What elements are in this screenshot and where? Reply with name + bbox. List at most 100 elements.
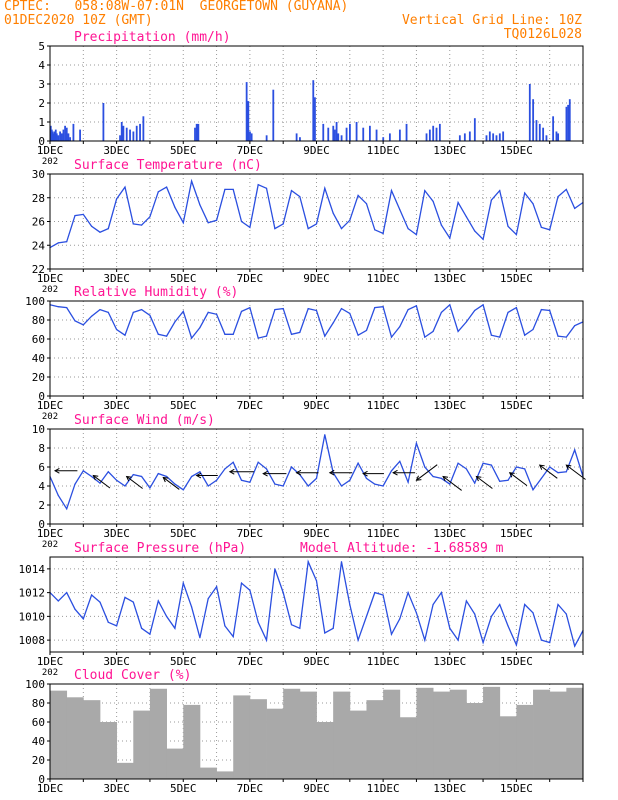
temp-point: [507, 225, 509, 227]
rh-xtick-label: 7DEC: [237, 399, 264, 412]
wind-point: [224, 468, 226, 470]
temp-ytick-label: 30: [32, 168, 45, 181]
temp-xtick-label: 11DEC: [367, 272, 400, 285]
wind-arrow: [566, 464, 586, 480]
pres-point: [490, 615, 492, 617]
cloud-xtick-label: 5DEC: [170, 782, 197, 795]
temp-point: [557, 195, 559, 198]
temp-point: [490, 199, 492, 201]
precip-bar: [247, 101, 250, 141]
rh-point: [332, 322, 334, 324]
pres-point: [382, 594, 384, 596]
pres-point: [524, 603, 526, 606]
wind-point: [440, 477, 443, 479]
cloud-xtick-label: 1DEC: [37, 782, 64, 795]
pres-point: [349, 603, 351, 606]
temp-point: [574, 207, 576, 210]
wind-point: [532, 489, 534, 491]
wind-point: [474, 482, 476, 484]
rh-point: [357, 334, 359, 336]
wind-point: [507, 479, 509, 481]
rh-ytick-label: 100: [25, 295, 45, 308]
pres-point: [407, 592, 409, 594]
precip-bar: [50, 129, 53, 141]
temp-point: [332, 212, 334, 214]
temp-xtick-label: 7DEC: [237, 272, 264, 285]
pres-point: [432, 603, 434, 606]
temp-point: [91, 225, 93, 227]
wind-point: [91, 475, 93, 478]
wind-point: [490, 464, 492, 466]
temp-point: [182, 222, 184, 224]
cloud-bar: [366, 700, 384, 779]
precip-bar: [59, 131, 61, 141]
precip-bar: [52, 133, 55, 141]
rh-point: [240, 310, 243, 313]
precip-bar: [388, 133, 391, 141]
cloud-bar: [499, 716, 517, 779]
temp-point: [274, 228, 276, 230]
cloud-bar: [416, 687, 434, 779]
pres-point: [507, 625, 509, 627]
wind-xtick-label: 5DEC: [170, 527, 197, 540]
wind-arrow-head: [125, 475, 132, 482]
pres-xtick-label: 15DEC: [500, 655, 533, 668]
temp-ytick-label: 28: [32, 192, 45, 205]
wind-xtick-label: 13DEC: [433, 527, 466, 540]
wind-arrow-head: [538, 464, 545, 470]
wind-arrow: [539, 464, 558, 479]
precip-bar: [432, 125, 435, 141]
precip-bar: [102, 103, 105, 141]
cloud-bar: [183, 704, 201, 779]
precip-bar: [545, 135, 548, 141]
pres-ytick-label: 1010: [19, 610, 46, 623]
rh-point: [574, 325, 576, 327]
pres-point: [141, 627, 143, 629]
precip-bar: [335, 122, 338, 141]
wind-point: [515, 466, 517, 468]
precip-bar: [72, 123, 75, 141]
wind-xtick-label: 7DEC: [237, 527, 264, 540]
precip-xtick-label: 15DEC: [500, 144, 533, 157]
temp-point: [549, 229, 551, 231]
rh-ytick-label: 0: [38, 390, 45, 403]
wind-ytick-label: 6: [38, 461, 45, 474]
temp-point: [515, 233, 517, 236]
wind-arrow-head: [195, 472, 202, 479]
rh-point: [265, 335, 268, 337]
cloud-bar: [316, 722, 334, 779]
temp-point: [99, 231, 101, 233]
rh-point: [107, 311, 109, 313]
wind-arrow-head: [328, 469, 335, 476]
rh-point: [307, 308, 309, 310]
precip-xtick-label: 5DEC: [170, 144, 197, 157]
pres-xtick-label: 13DEC: [433, 655, 466, 668]
wind-point: [82, 470, 84, 472]
cloud-bar: [349, 710, 367, 779]
precip-bar: [129, 129, 131, 141]
wind-point: [432, 475, 434, 478]
pres-point: [149, 633, 151, 635]
wind-point: [357, 462, 359, 464]
precip-bar: [428, 129, 431, 141]
cloud-bar: [166, 748, 184, 779]
wind-arrow-head: [508, 472, 515, 478]
temp-ytick-label: 22: [32, 263, 45, 276]
temp-point: [474, 230, 476, 232]
temp-point: [249, 226, 251, 229]
rh-point: [290, 333, 293, 335]
wind-title: Surface Wind (m/s): [74, 413, 215, 428]
pres-point: [232, 635, 234, 638]
precip-bar: [488, 131, 491, 141]
cloud-ytick-label: 20: [32, 754, 45, 767]
pres-point: [165, 615, 168, 617]
precip-xtick-label: 3DEC: [103, 144, 130, 157]
wind-point: [249, 481, 251, 483]
cloud-bar: [66, 697, 84, 779]
rh-point: [215, 313, 218, 315]
wind-arrow-head: [92, 474, 99, 481]
wind-point: [482, 462, 484, 464]
rh-point: [315, 309, 318, 312]
rh-xtick-label: 15DEC: [500, 399, 533, 412]
precip-bar: [463, 133, 466, 141]
